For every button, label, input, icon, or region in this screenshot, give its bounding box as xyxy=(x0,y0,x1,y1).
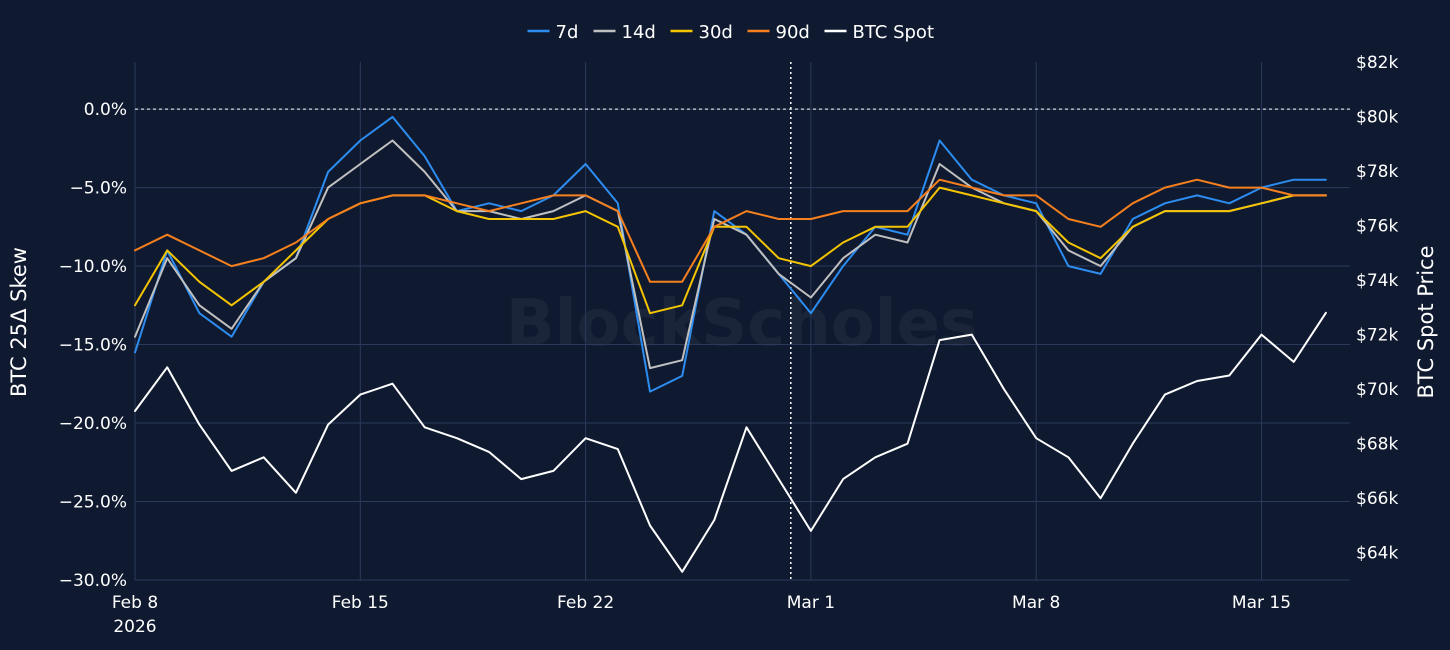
watermark: BlockScholes xyxy=(506,287,978,361)
y-left-tick-label: 0.0% xyxy=(84,100,127,120)
legend-item-30d[interactable]: 30d xyxy=(670,22,733,43)
y-right-title: BTC Spot Price xyxy=(1414,246,1438,399)
y-left-tick-label: −5.0% xyxy=(70,179,127,199)
x-tick-label: Mar 8 xyxy=(1012,593,1060,613)
x-tick-label: Mar 15 xyxy=(1232,593,1291,613)
legend[interactable]: 7d 14d 30d 90d BTC Spot xyxy=(527,22,935,43)
series-layer xyxy=(134,115,1327,573)
legend-item-14d[interactable]: 14d xyxy=(593,22,656,43)
legend-label: 14d xyxy=(622,22,656,43)
y-left-tick-label: −30.0% xyxy=(59,571,127,591)
y-left-title: BTC 25Δ Skew xyxy=(7,247,31,397)
y-left-tick-label: −15.0% xyxy=(59,336,127,356)
legend-label: 7d xyxy=(556,22,579,43)
x-tick-sublabel: 2026 xyxy=(113,617,156,637)
legend-item-btc-spot[interactable]: BTC Spot xyxy=(824,22,935,43)
y-left-tick-label: −10.0% xyxy=(59,257,127,277)
series-line-7d xyxy=(134,115,1327,393)
y-right-tick-label: $82k xyxy=(1356,53,1398,73)
y-left-tick-label: −20.0% xyxy=(59,414,127,434)
x-tick-label: Mar 1 xyxy=(787,593,835,613)
x-tick-label: Feb 8 xyxy=(112,593,158,613)
legend-item-7d[interactable]: 7d xyxy=(527,22,579,43)
y-right-tick-label: $74k xyxy=(1356,271,1398,291)
legend-label: BTC Spot xyxy=(853,22,935,43)
y-right-tick-label: $80k xyxy=(1356,108,1398,128)
y-left-tick-label: −25.0% xyxy=(59,493,127,513)
legend-label: 90d xyxy=(776,22,810,43)
y-right-tick-label: $64k xyxy=(1356,544,1398,564)
y-right-tick-label: $68k xyxy=(1356,435,1398,455)
grid-layer xyxy=(134,62,1350,581)
series-line-btc-spot xyxy=(134,311,1327,573)
legend-item-90d[interactable]: 90d xyxy=(747,22,810,43)
y-right-tick-label: $70k xyxy=(1356,380,1398,400)
axis-layer: 0.0%−5.0%−10.0%−15.0%−20.0%−25.0%−30.0%F… xyxy=(59,53,1399,637)
watermark-layer: BlockScholes xyxy=(506,287,978,361)
y-right-tick-label: $78k xyxy=(1356,162,1398,182)
x-tick-label: Feb 15 xyxy=(332,593,389,613)
y-right-tick-label: $66k xyxy=(1356,489,1398,509)
x-tick-label: Feb 22 xyxy=(557,593,614,613)
y-right-tick-label: $72k xyxy=(1356,326,1398,346)
legend-label: 30d xyxy=(699,22,733,43)
series-line-90d xyxy=(134,178,1327,283)
y-right-tick-label: $76k xyxy=(1356,217,1398,237)
